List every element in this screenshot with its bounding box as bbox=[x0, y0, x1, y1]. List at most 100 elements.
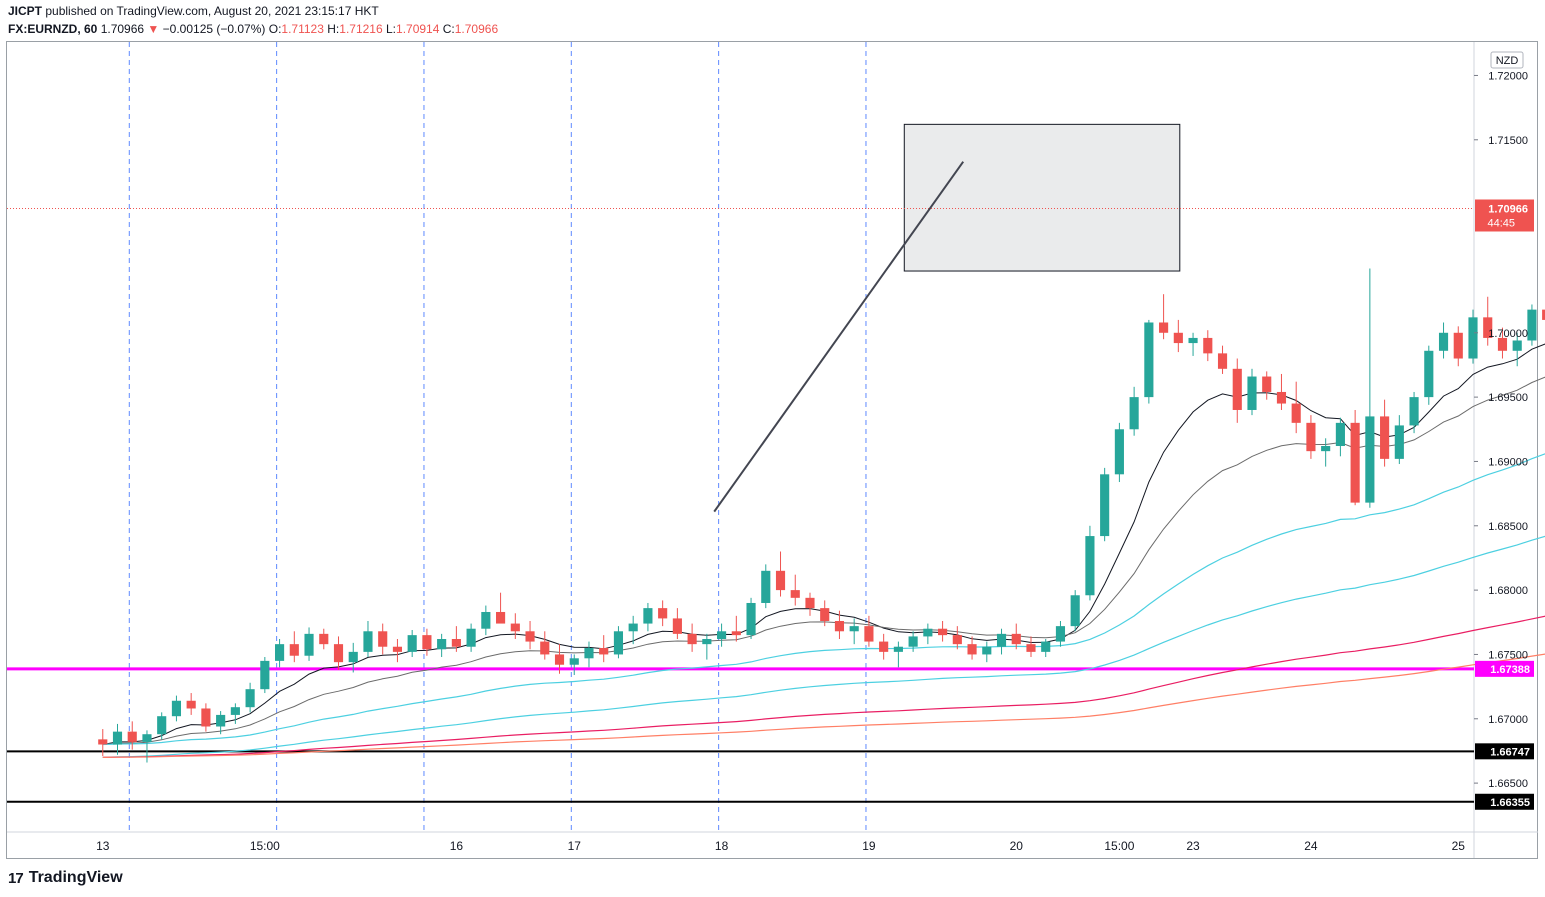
tradingview-logo[interactable]: 17 TradingView bbox=[8, 869, 123, 887]
candle-body bbox=[1085, 536, 1095, 596]
legend-ohlc: FX:EURNZD, 60 1.70966 ▼ −0.00125 (−0.07%… bbox=[8, 22, 498, 36]
candle-body bbox=[1159, 322, 1169, 333]
candle-body bbox=[1232, 368, 1242, 410]
candle-body bbox=[702, 639, 712, 645]
chart-frame[interactable] bbox=[6, 41, 1538, 859]
candle-body bbox=[938, 628, 948, 636]
candle-body bbox=[1483, 317, 1493, 338]
moving-average-50 bbox=[102, 453, 1545, 746]
open-label: O: bbox=[268, 22, 282, 36]
time-tick-label: 25 bbox=[1452, 839, 1466, 853]
candle-body bbox=[908, 636, 918, 647]
candle-body bbox=[893, 646, 903, 652]
price-tick-label: 1.69500 bbox=[1488, 392, 1528, 404]
time-tick-label: 17 bbox=[568, 839, 582, 853]
candle-body bbox=[1424, 350, 1434, 398]
candle-body bbox=[952, 635, 962, 645]
time-tick-label: 15:00 bbox=[250, 839, 280, 853]
candle-body bbox=[363, 631, 373, 652]
candle-body bbox=[304, 633, 314, 656]
time-tick-label: 23 bbox=[1186, 839, 1200, 853]
range-rectangle bbox=[903, 123, 1181, 272]
tradingview-logo-icon: 17 bbox=[8, 869, 24, 887]
price-tick-label: 1.72000 bbox=[1488, 70, 1528, 82]
tradingview-logo-text: TradingView bbox=[28, 869, 123, 886]
candle-body bbox=[967, 644, 977, 655]
price-tick-label: 1.66500 bbox=[1488, 778, 1528, 790]
candle-body bbox=[731, 631, 741, 636]
candle-body bbox=[437, 639, 447, 650]
line-price-badge bbox=[1475, 793, 1534, 810]
moving-average-20 bbox=[102, 376, 1545, 745]
candle-body bbox=[864, 626, 874, 642]
symbol-label[interactable]: FX:EURNZD, 60 bbox=[8, 22, 98, 36]
published-text: published on TradingView.com, August 20,… bbox=[45, 4, 379, 18]
moving-average-9 bbox=[102, 343, 1545, 745]
price-tick-label: 1.68500 bbox=[1488, 521, 1528, 533]
currency-badge bbox=[1490, 51, 1524, 69]
price-tick-label: 1.68000 bbox=[1488, 585, 1528, 597]
candle-body bbox=[820, 608, 830, 621]
candle-body bbox=[157, 716, 167, 735]
price-tick-label: 1.67000 bbox=[1488, 714, 1528, 726]
candle-body bbox=[1365, 416, 1375, 503]
candle-body bbox=[775, 570, 786, 591]
change-value: −0.00125 (−0.07%) bbox=[162, 22, 266, 36]
countdown-label: 44:45 bbox=[1487, 217, 1515, 229]
candle-body bbox=[481, 611, 491, 629]
moving-average-100 bbox=[102, 535, 1545, 758]
candle-body bbox=[761, 570, 771, 603]
currency-label: NZD bbox=[1496, 55, 1519, 67]
candle-body bbox=[1453, 332, 1463, 359]
candle-body bbox=[658, 608, 668, 619]
candle-body bbox=[1409, 397, 1419, 426]
candle-body bbox=[1203, 337, 1213, 354]
time-tick-label: 15:00 bbox=[1104, 839, 1134, 853]
candle-body bbox=[672, 618, 682, 634]
candle-body bbox=[392, 646, 403, 652]
candle-body bbox=[996, 633, 1007, 647]
candle-body bbox=[348, 651, 358, 663]
candle-body bbox=[599, 648, 609, 655]
candle-body bbox=[201, 708, 211, 727]
candle-body bbox=[628, 623, 638, 632]
line-price-badge bbox=[1475, 743, 1534, 760]
line-price-label: 1.66355 bbox=[1490, 797, 1530, 809]
candle-body bbox=[746, 602, 756, 636]
candle-body bbox=[569, 658, 579, 665]
candle-body bbox=[790, 590, 800, 598]
candle-body bbox=[1026, 644, 1036, 652]
candle-body bbox=[687, 633, 697, 645]
candle-body bbox=[1276, 391, 1287, 404]
trendline bbox=[713, 161, 965, 513]
time-tick-label: 19 bbox=[862, 839, 876, 853]
candle-body bbox=[1380, 416, 1390, 459]
candle-body bbox=[1542, 309, 1545, 320]
candle-body bbox=[422, 635, 432, 650]
candle-body bbox=[1173, 332, 1183, 344]
candle-body bbox=[275, 644, 285, 661]
last-price-badge bbox=[1475, 199, 1534, 232]
candle-body bbox=[805, 597, 815, 609]
candle-body bbox=[1350, 422, 1360, 503]
high-label: H: bbox=[327, 22, 340, 36]
time-tick-label: 20 bbox=[1010, 839, 1024, 853]
candle-body bbox=[1070, 595, 1080, 627]
candle-body bbox=[1321, 446, 1331, 452]
candle-body bbox=[1497, 337, 1508, 351]
candle-body bbox=[1306, 422, 1316, 452]
low-value: 1.70914 bbox=[396, 22, 440, 36]
moving-average-200 bbox=[102, 615, 1545, 758]
candle-body bbox=[540, 641, 550, 655]
candle-body bbox=[319, 633, 329, 645]
candle-body bbox=[1438, 332, 1449, 351]
candle-body bbox=[186, 700, 196, 709]
candle-body bbox=[923, 628, 933, 637]
candle-body bbox=[643, 608, 653, 624]
candle-body bbox=[98, 739, 108, 745]
candle-body bbox=[333, 644, 344, 663]
candle-body bbox=[1144, 322, 1154, 398]
candle-body bbox=[1468, 317, 1478, 359]
publish-info: JICPT published on TradingView.com, Augu… bbox=[8, 4, 379, 18]
